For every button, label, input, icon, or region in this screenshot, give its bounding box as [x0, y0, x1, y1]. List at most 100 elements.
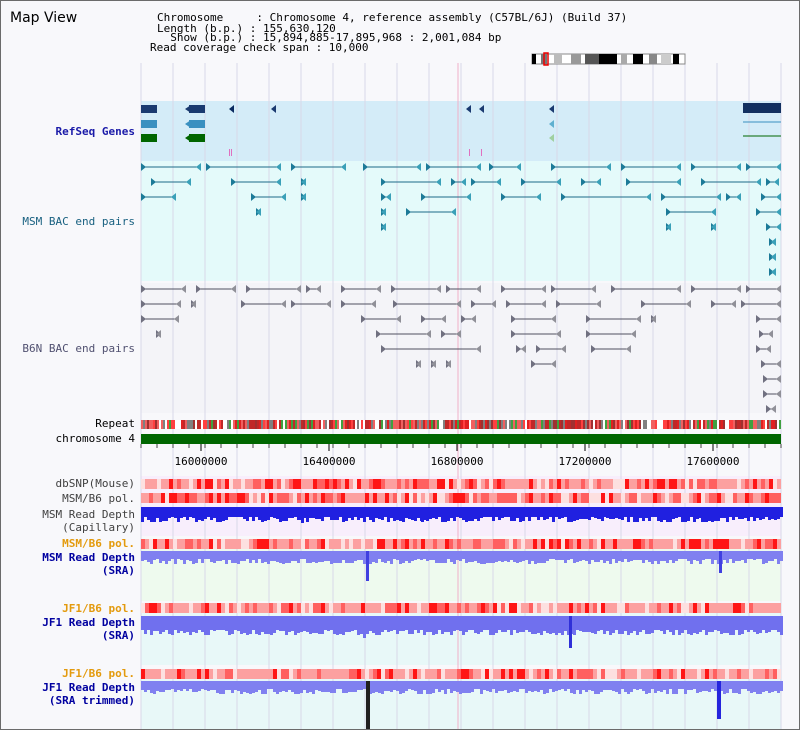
polymorphism-tracks[interactable] [141, 479, 781, 679]
pol-cell [177, 539, 181, 549]
depth-bar [729, 681, 732, 689]
depth-bar [288, 507, 291, 518]
bac-end-marker [151, 178, 156, 186]
chromosome-ideogram[interactable] [531, 52, 686, 66]
jf1-pol-label[interactable]: JF1/B6 pol. [62, 602, 135, 615]
msm-bac-track[interactable] [141, 163, 781, 276]
refseq-genes-label[interactable]: RefSeq Genes [55, 125, 135, 138]
depth-bar [420, 681, 423, 694]
depth-bar [444, 507, 447, 522]
depth-bar [309, 681, 312, 692]
msm-depth-capillary-label[interactable]: MSM Read Depth [42, 508, 135, 521]
pol-cell [309, 669, 313, 679]
depth-bar [246, 551, 249, 559]
pol-cell [617, 539, 621, 549]
depth-bar [423, 507, 426, 520]
pol-cell [245, 479, 249, 489]
depth-bar [219, 681, 222, 694]
depth-bar [453, 616, 456, 631]
pol-cell [773, 539, 777, 549]
ideogram-band [661, 54, 671, 64]
jf1-pol-trim-label[interactable]: JF1/B6 pol. [62, 667, 135, 680]
depth-bar [168, 681, 171, 690]
pol-cell [365, 479, 369, 489]
bac-end-marker [186, 178, 191, 186]
pol-cell [409, 603, 413, 613]
depth-bar [642, 551, 645, 563]
pol-cell [737, 539, 741, 549]
depth-bar [171, 551, 174, 559]
pol-cell [429, 479, 433, 489]
b6n-bac-track[interactable] [141, 285, 781, 413]
pol-cell [717, 493, 721, 503]
repeat-segment [609, 420, 611, 429]
depth-bar [618, 681, 621, 694]
pol-cell [737, 669, 741, 679]
bac-end-marker [489, 163, 494, 171]
depth-bar [321, 507, 324, 521]
jf1-depth-sra-label[interactable]: JF1 Read Depth [42, 616, 135, 629]
msm-depth-sra-label[interactable]: MSM Read Depth [42, 551, 135, 564]
pol-cell [229, 493, 233, 503]
pol-cell [325, 669, 329, 679]
repeat-segment [641, 420, 643, 429]
depth-bar [279, 551, 282, 563]
pol-cell [189, 669, 193, 679]
pol-cell [573, 669, 577, 679]
pol-cell [545, 539, 549, 549]
repeat-segment [639, 420, 641, 429]
pol-cell [485, 539, 489, 549]
pol-cell [489, 493, 493, 503]
depth-bar [396, 551, 399, 560]
depth-bar [441, 681, 444, 690]
depth-bar [555, 551, 558, 560]
b6n-bac-label[interactable]: B6N BAC end pairs [22, 342, 135, 355]
depth-bar [249, 551, 252, 563]
depth-bar [258, 507, 261, 520]
depth-bar [198, 681, 201, 691]
pol-cell [193, 479, 197, 489]
pol-cell [477, 479, 481, 489]
depth-bar [441, 616, 444, 634]
repeat-segment [557, 420, 559, 429]
depth-bar [369, 507, 372, 520]
bac-end-marker [551, 315, 556, 323]
bac-end-marker [551, 285, 556, 293]
depth-bar [330, 507, 333, 520]
read-depth-tracks[interactable] [141, 507, 783, 729]
depth-bar [606, 551, 609, 561]
repeat-track[interactable] [141, 420, 781, 429]
depth-bar [144, 681, 147, 692]
pol-cell [625, 493, 629, 503]
depth-bar [243, 507, 246, 519]
depth-bar [540, 681, 543, 690]
pol-cell [237, 669, 241, 679]
msm-pol-label[interactable]: MSM/B6 pol. [62, 492, 135, 505]
depth-bar [387, 616, 390, 632]
ideogram-band [599, 54, 617, 64]
depth-bar [714, 551, 717, 560]
dbsnp-label[interactable]: dbSNP(Mouse) [55, 477, 135, 490]
pol-cell [505, 479, 509, 489]
depth-bar [654, 507, 657, 517]
depth-bar [300, 616, 303, 632]
msm-pol-sra-label[interactable]: MSM/B6 pol. [62, 537, 135, 550]
depth-bar [777, 616, 780, 632]
depth-bar [408, 681, 411, 689]
pol-cell [481, 603, 485, 613]
depth-bar [579, 507, 582, 519]
depth-bar [198, 551, 201, 559]
pol-cell [761, 493, 765, 503]
pol-cell [657, 539, 661, 549]
depth-bar [618, 551, 621, 561]
depth-bar [573, 507, 576, 521]
pol-cell [725, 603, 729, 613]
bac-end-marker [406, 208, 411, 216]
msm-bac-label[interactable]: MSM BAC end pairs [22, 215, 135, 228]
refseq-genes-track[interactable] [141, 103, 781, 156]
pol-cell [381, 669, 385, 679]
repeat-segment [287, 420, 289, 429]
depth-bar [384, 507, 387, 517]
jf1-depth-trim-label[interactable]: JF1 Read Depth [42, 681, 135, 694]
